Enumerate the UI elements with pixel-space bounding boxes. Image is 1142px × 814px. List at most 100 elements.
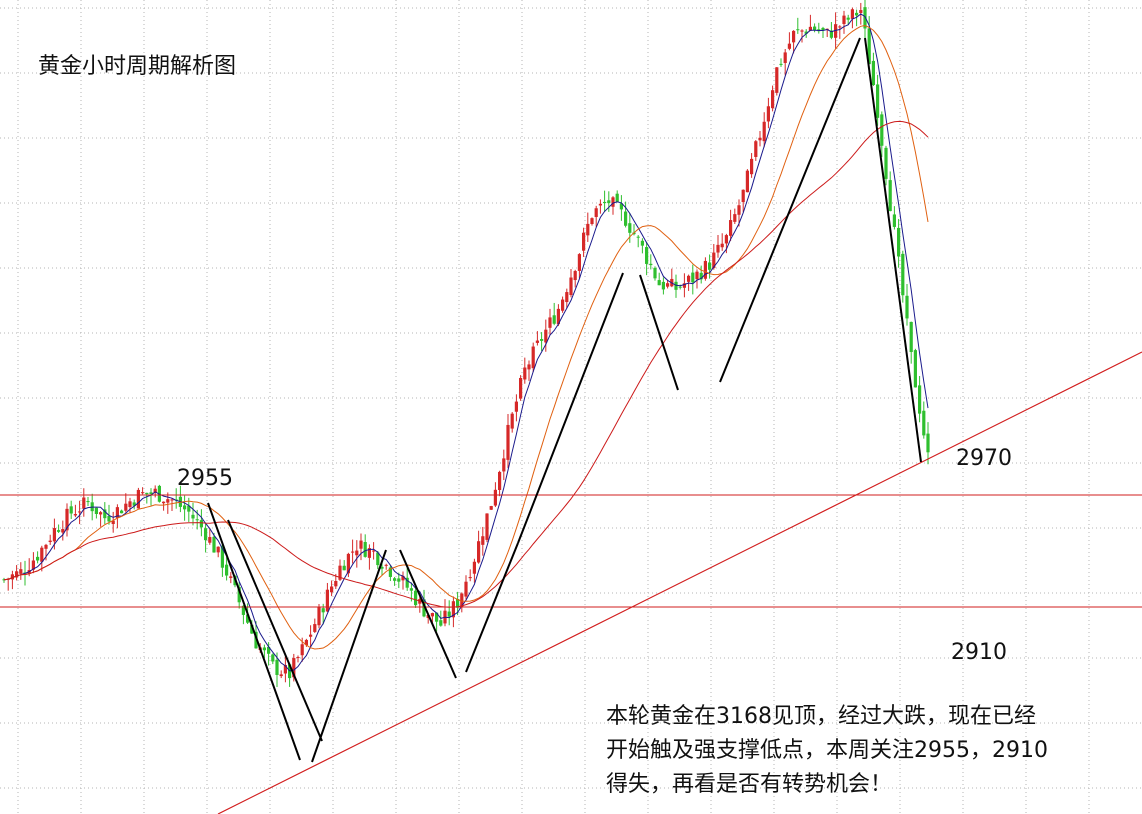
candle-body <box>510 413 514 429</box>
candle-body <box>527 364 531 370</box>
candle-body <box>283 665 287 674</box>
candlesticks <box>2 0 930 687</box>
candle-body <box>170 499 174 501</box>
candle-body <box>19 569 23 574</box>
candle-body <box>493 489 497 506</box>
candle-body <box>145 492 149 495</box>
candle-body <box>485 513 489 540</box>
swing-line <box>399 549 457 679</box>
candle-body <box>31 560 35 570</box>
candle-body <box>737 205 741 215</box>
candle-body <box>766 106 770 122</box>
candle-body <box>577 254 581 271</box>
note-line: 得失，再看是否有转势机会！ <box>606 772 893 797</box>
candle-body <box>800 30 804 32</box>
candle-body <box>229 576 233 578</box>
candle-body <box>850 9 854 19</box>
candle-body <box>502 458 506 472</box>
candle-body <box>598 203 602 206</box>
ma-mid-line <box>3 24 929 650</box>
candle-body <box>708 262 712 270</box>
candle-body <box>94 507 98 514</box>
candle-body <box>393 578 397 581</box>
swing-line <box>517 272 624 544</box>
candle-body <box>498 471 502 490</box>
candle-body <box>330 586 334 593</box>
candle-body <box>388 567 392 577</box>
note-line: 开始触及强支撑低点，本周关注2955，2910 <box>606 738 1048 763</box>
candle-body <box>107 515 111 522</box>
candle-body <box>250 624 254 634</box>
candle-body <box>514 401 518 412</box>
candle-body <box>78 511 82 513</box>
candle-body <box>813 26 817 31</box>
candle-body <box>808 26 812 31</box>
candle-body <box>397 578 401 582</box>
candle-body <box>52 528 56 542</box>
candle-body <box>460 593 464 607</box>
candle-body <box>531 346 535 369</box>
candle-body <box>212 536 216 553</box>
candle-body <box>535 340 539 343</box>
candle-body <box>838 26 842 28</box>
candle-body <box>246 614 250 623</box>
candle-body <box>48 540 52 543</box>
candle-body <box>754 141 758 157</box>
candle-body <box>313 624 317 632</box>
candle-body <box>552 315 556 324</box>
candle-body <box>699 272 703 280</box>
candle-body <box>607 200 611 204</box>
candle-body <box>762 121 766 142</box>
candle-body <box>884 147 888 179</box>
candle-body <box>678 286 682 288</box>
candle-body <box>166 499 170 503</box>
candle-body <box>863 7 867 29</box>
candle-body <box>645 247 649 264</box>
candle-body <box>2 579 6 581</box>
candle-body <box>489 506 493 510</box>
candle-body <box>99 512 103 515</box>
candle-body <box>149 492 153 494</box>
ma-slow-line <box>3 120 929 608</box>
candle-body <box>225 564 229 576</box>
candle-body <box>271 654 275 662</box>
candle-body <box>619 203 623 210</box>
candle-body <box>220 545 224 568</box>
candle-body <box>901 253 905 296</box>
candle-body <box>821 27 825 31</box>
candle-body <box>296 657 300 659</box>
candle-body <box>519 377 523 399</box>
candle-body <box>141 492 145 494</box>
candle-body <box>687 275 691 282</box>
candle-body <box>124 503 128 511</box>
candle-body <box>523 367 527 380</box>
candle-body <box>241 605 245 615</box>
candle-body <box>267 646 271 654</box>
candle-body <box>414 590 418 606</box>
candle-body <box>926 433 930 453</box>
candle-body <box>745 170 749 193</box>
candle-body <box>657 280 661 286</box>
candle-body <box>275 659 279 675</box>
candle-body <box>846 17 850 20</box>
candle-body <box>86 501 90 503</box>
chart-title: 黄金小时周期解析图 <box>38 54 236 79</box>
candle-body <box>342 565 346 571</box>
candle-body <box>372 550 376 552</box>
candle-body <box>628 223 632 233</box>
candle-body <box>208 537 212 543</box>
candle-body <box>918 385 922 414</box>
candle-body <box>594 208 598 217</box>
candle-body <box>724 235 728 244</box>
candle-body <box>905 295 909 319</box>
candle-body <box>409 588 413 591</box>
candle-body <box>216 546 220 553</box>
candle-body <box>435 612 439 622</box>
candle-body <box>309 634 313 637</box>
candle-body <box>804 31 808 34</box>
swing-line <box>311 549 387 763</box>
candle-body <box>649 263 653 266</box>
candle-body <box>82 497 86 509</box>
rising-trendline <box>217 351 1142 814</box>
